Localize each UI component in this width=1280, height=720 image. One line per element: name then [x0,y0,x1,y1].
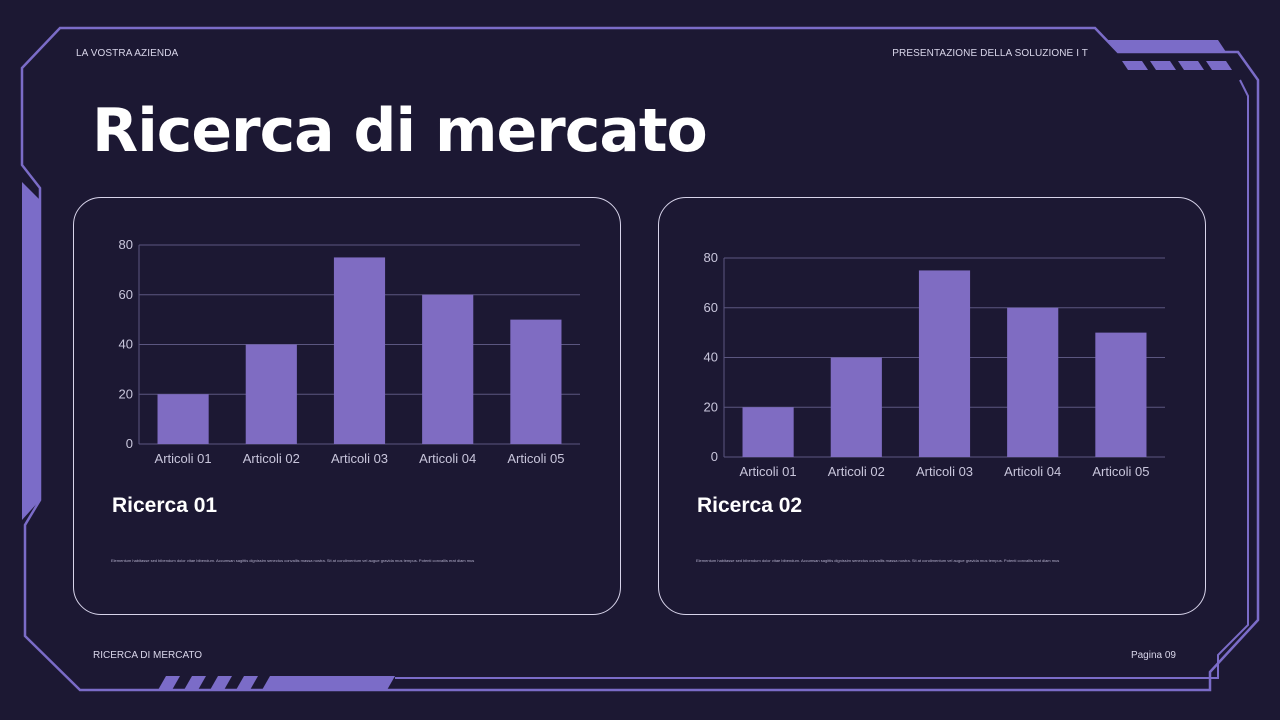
x-tick-label: Articoli 01 [155,451,212,466]
y-tick-label: 60 [119,287,133,302]
x-tick-label: Articoli 01 [740,464,797,479]
research-card-2: 0 20 40 60 80 Articoli 01 Articoli 02 Articoli … [658,197,1206,615]
bar-chart-2: 0 20 40 60 80 Articoli 01 Articoli 02 Articoli … [704,250,1165,479]
bar [157,394,209,444]
card-title: Ricerca 01 [112,494,218,517]
x-tick-label: Articoli 03 [916,464,973,479]
x-tick-label: Articoli 05 [507,451,564,466]
bar [918,270,971,457]
y-tick-label: 40 [119,337,133,352]
y-tick-label: 80 [704,250,718,265]
company-name: LA VOSTRA AZIENDA [76,48,179,59]
x-tick-label: Articoli 04 [1004,464,1061,479]
bar [742,407,794,457]
footer-section-name: RICERCA DI MERCATO [93,650,203,661]
bar [422,294,474,444]
x-tick-label: Articoli 05 [1092,464,1149,479]
card-body-text: Elementum habitasse sed bibendum dolor v… [696,558,1060,563]
y-tick-label: 0 [126,436,133,451]
y-tick-label: 60 [704,300,718,315]
x-tick-label: Articoli 02 [243,451,300,466]
bar [830,357,882,457]
bar [333,257,386,444]
presentation-title: PRESENTAZIONE DELLA SOLUZIONE I T [892,48,1088,59]
y-tick-label: 20 [704,399,718,414]
y-tick-label: 20 [119,386,133,401]
accent-dashes-top-right [1122,61,1232,70]
bar-chart-1: 0 20 40 60 80 Articoli 01 Articoli 02 Articoli … [119,237,580,466]
card-title: Ricerca 02 [697,494,803,517]
x-tick-label: Articoli 03 [331,451,388,466]
x-tick-label: Articoli 02 [828,464,885,479]
card-body-text: Elementum habitasse sed bibendum dolor v… [111,558,475,563]
y-tick-label: 80 [119,237,133,252]
y-tick-label: 40 [704,350,718,365]
bar [510,319,562,444]
page-title: Ricerca di mercato [92,96,708,166]
bar [1095,332,1147,457]
frame-inner-outline [395,79,1249,679]
accent-bar-top-right [1108,40,1226,52]
research-card-1: 0 20 40 60 80 Articoli 01 Articoli 02 Articoli … [73,197,621,615]
accent-dashes-bottom [158,676,395,690]
x-tick-label: Articoli 04 [419,451,476,466]
bar [1007,307,1059,457]
bar [245,344,297,444]
accent-bar-left [22,182,40,520]
page-number: Pagina 09 [1130,650,1176,661]
y-tick-label: 0 [711,449,718,464]
